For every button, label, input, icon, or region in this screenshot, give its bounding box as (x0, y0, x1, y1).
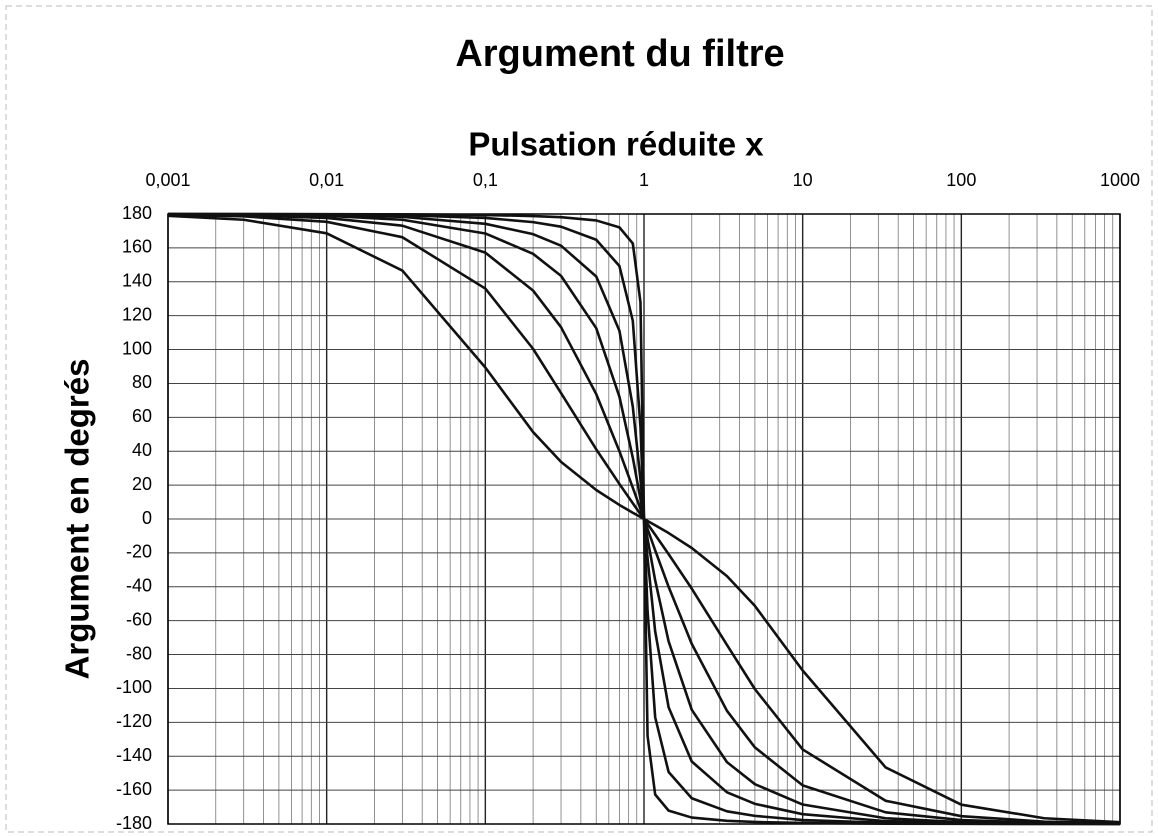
y-tick-label: 80 (132, 372, 152, 392)
y-tick-label: -180 (116, 813, 152, 833)
y-tick-label: 160 (122, 237, 152, 257)
y-tick-label: 0 (142, 508, 152, 528)
y-tick-label: -20 (126, 542, 152, 562)
y-tick-label: 40 (132, 440, 152, 460)
y-tick-label: 100 (122, 338, 152, 358)
y-tick-label: -100 (116, 677, 152, 697)
y-tick-label: -120 (116, 711, 152, 731)
y-tick-label: -40 (126, 576, 152, 596)
y-tick-label: 140 (122, 271, 152, 291)
x-tick-label: 0,001 (145, 170, 190, 190)
plot-area (167, 213, 1121, 825)
y-tick-label: -140 (116, 745, 152, 765)
y-axis-label: Argument en degrés (59, 359, 96, 680)
chart-title: Argument du filtre (455, 33, 784, 75)
x-tick-label: 100 (946, 170, 976, 190)
y-tick-label: 60 (132, 406, 152, 426)
x-tick-label: 1 (639, 170, 649, 190)
y-tick-label: -160 (116, 779, 152, 799)
x-tick-label: 10 (793, 170, 813, 190)
y-tick-label: -80 (126, 643, 152, 663)
y-tick-label: 120 (122, 304, 152, 324)
x-tick-label: 0,1 (473, 170, 498, 190)
x-tick-label: 1000 (1100, 170, 1140, 190)
x-axis-label: Pulsation réduite x (468, 126, 764, 163)
y-tick-label: 180 (122, 203, 152, 223)
y-tick-label: 20 (132, 474, 152, 494)
frame (5, 5, 1153, 833)
curve (168, 212, 1120, 826)
x-tick-label: 0,01 (309, 170, 344, 190)
y-tick-label: -60 (126, 609, 152, 629)
